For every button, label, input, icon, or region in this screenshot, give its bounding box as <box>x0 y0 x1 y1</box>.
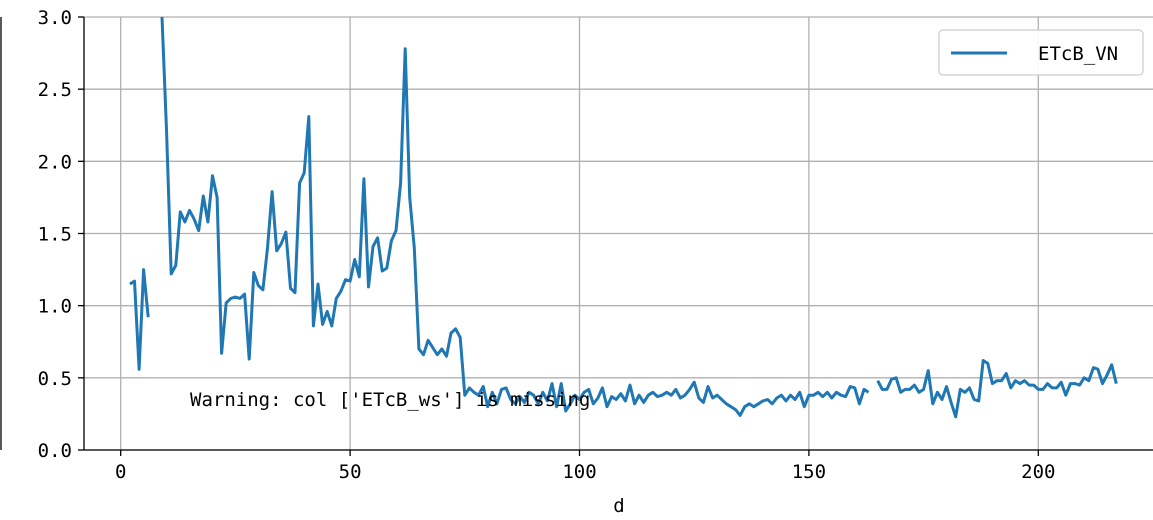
x-axis-label: d <box>613 495 624 517</box>
series-layer <box>129 16 1118 419</box>
x-tick-label-2: 100 <box>562 461 596 483</box>
y-tick-label-3: 1.5 <box>38 224 72 246</box>
series-line-etcb-vn-segment-2 <box>876 359 1118 419</box>
legend: ETcB_VN <box>938 29 1144 76</box>
missing-column-warning: Warning: col ['ETcB_ws'] is missing <box>190 389 590 411</box>
x-tick-label-4: 200 <box>1021 461 1055 483</box>
y-tick-label-2: 1.0 <box>38 296 72 318</box>
axes: 0 50 100 150 200 0.0 0.5 1.0 1.5 2.0 2.5 3.0 <box>0 7 1153 483</box>
x-tick-label-1: 50 <box>339 461 362 483</box>
x-tick-label-0: 0 <box>115 461 126 483</box>
legend-box <box>938 29 1144 76</box>
series-line-etcb-vn-segment-1 <box>160 16 870 417</box>
y-tick-label-1: 0.5 <box>38 368 72 390</box>
y-tick-label-0: 0.0 <box>38 440 72 462</box>
legend-label-etcb-vn: ETcB_VN <box>1038 43 1118 65</box>
x-tick-label-3: 150 <box>792 461 826 483</box>
series-line-etcb-vn-segment-0 <box>129 268 150 371</box>
y-tick-label-5: 2.5 <box>38 79 72 101</box>
y-tick-label-4: 2.0 <box>38 151 72 173</box>
y-tick-label-6: 3.0 <box>38 7 72 29</box>
